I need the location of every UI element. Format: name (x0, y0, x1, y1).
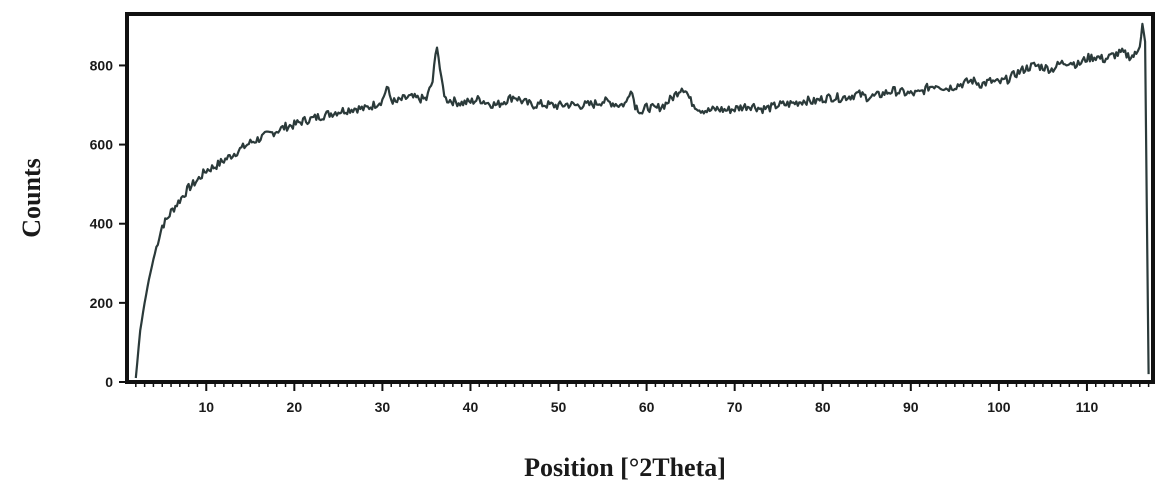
y-tick-label: 600 (90, 137, 114, 153)
x-tick-label: 30 (375, 399, 391, 415)
y-axis-title: Counts (17, 158, 46, 237)
y-tick-label: 400 (90, 216, 114, 232)
series-line (134, 22, 1150, 379)
tick-labels: 10 20 30 40 50 60 70 80 90 100 110 0 200 400 600 800 (90, 57, 1099, 415)
x-tick-label: 60 (639, 399, 655, 415)
x-tick-label: 40 (463, 399, 479, 415)
y-tick-label: 0 (105, 374, 113, 390)
x-tick-label: 110 (1076, 399, 1099, 415)
x-tick-label: 20 (287, 399, 303, 415)
x-tick-label: 50 (551, 399, 567, 415)
x-tick-label: 90 (903, 399, 919, 415)
x-tick-label: 10 (198, 399, 214, 415)
plot-frame (125, 12, 1155, 384)
x-axis-title: Position [°2Theta] (524, 453, 726, 482)
x-tick-label: 80 (815, 399, 831, 415)
y-tick-label: 800 (90, 57, 114, 73)
y-tick-label: 200 (90, 295, 114, 311)
x-tick-label: 100 (987, 399, 1011, 415)
x-tick-label: 70 (727, 399, 743, 415)
axis-ticks (119, 64, 1150, 391)
